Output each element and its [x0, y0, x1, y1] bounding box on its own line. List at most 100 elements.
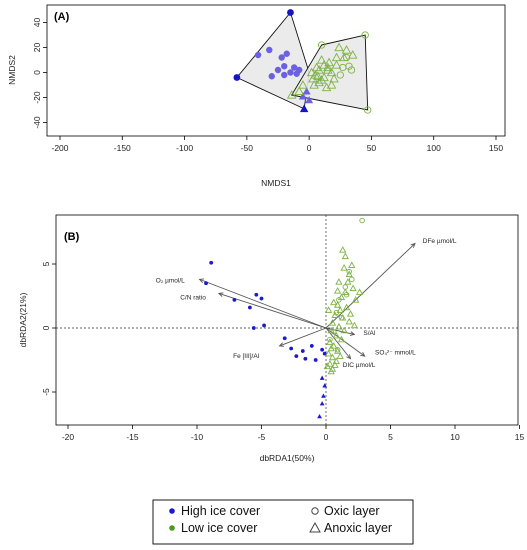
data-point	[332, 331, 340, 339]
data-point	[344, 278, 352, 285]
data-point	[336, 71, 344, 79]
x-tick-label: -20	[62, 432, 75, 442]
data-point	[331, 311, 339, 318]
data-point	[346, 268, 352, 275]
data-point	[330, 298, 338, 306]
vector-arrowhead	[217, 292, 224, 297]
panel-a-y-label: NMDS2	[7, 55, 17, 85]
data-point	[294, 86, 304, 95]
data-point	[321, 393, 326, 398]
vector-arrowhead	[278, 342, 285, 347]
x-tick-label: -5	[258, 432, 266, 442]
data-point	[287, 9, 294, 16]
panel-b: (B) DFe µmol/L O₂ µmol/L C/N ratio S/Al SO₄²…	[18, 214, 524, 463]
data-point	[326, 360, 334, 367]
panel-b-x-axis: -20 -15 -10 -5 0 5 10 15	[62, 425, 524, 442]
panel-b-points	[204, 217, 365, 419]
panel-b-label: (B)	[64, 231, 80, 243]
data-point	[290, 64, 298, 71]
data-point	[334, 42, 344, 52]
data-point	[327, 344, 335, 352]
vector-arrow	[199, 278, 327, 329]
data-point	[316, 55, 327, 64]
data-point	[348, 261, 356, 269]
data-point	[302, 87, 311, 95]
legend-marker	[311, 507, 319, 515]
data-point	[336, 306, 344, 313]
data-point	[332, 357, 340, 365]
panel-b-y-label: dbRDA2(21%)	[18, 292, 28, 347]
data-point	[300, 349, 305, 353]
x-tick-label: -150	[114, 143, 131, 153]
panel-a-y-axis: -40 -20 0 20 40	[32, 18, 47, 129]
data-point	[355, 288, 364, 295]
data-point	[322, 383, 328, 388]
data-point	[209, 260, 214, 265]
y-tick-label: 40	[32, 18, 42, 28]
data-point	[335, 278, 343, 285]
data-point	[247, 305, 252, 310]
vector-label: Fe [III]/Al	[233, 353, 260, 360]
data-point	[349, 276, 355, 283]
data-point	[341, 45, 352, 54]
vector-label: S/Al	[363, 330, 375, 337]
data-point	[352, 296, 360, 303]
data-point	[364, 106, 372, 114]
data-point	[331, 361, 339, 368]
data-point	[313, 358, 318, 362]
panel-a-frame	[46, 4, 506, 137]
data-point	[319, 375, 325, 380]
vector-arrow	[218, 293, 327, 329]
x-tick-label: 150	[489, 143, 503, 153]
data-point	[281, 71, 288, 79]
data-point	[349, 284, 357, 292]
data-point	[347, 50, 358, 59]
data-point	[266, 46, 273, 54]
data-point	[341, 288, 349, 295]
y-tick-label: -5	[41, 388, 51, 396]
panel-b-reference-lines	[56, 215, 518, 425]
panel-b-frame	[55, 214, 519, 426]
data-point	[323, 362, 331, 370]
data-point	[311, 62, 322, 72]
vector-arrow	[325, 243, 416, 329]
data-point	[339, 52, 349, 62]
data-point	[333, 287, 342, 294]
data-point	[319, 401, 325, 406]
data-point	[323, 65, 333, 74]
data-point	[327, 326, 335, 334]
vector-arrowhead	[346, 354, 352, 360]
data-point	[298, 80, 308, 89]
data-point	[282, 336, 287, 341]
data-point	[254, 292, 259, 297]
data-point	[268, 73, 275, 80]
data-point	[329, 73, 339, 83]
legend-marker	[169, 508, 175, 514]
data-point	[361, 31, 369, 39]
data-point	[283, 50, 290, 57]
vector-label: O₂ µmol/L	[156, 278, 185, 285]
data-point	[340, 326, 348, 334]
data-point	[313, 71, 323, 80]
data-point	[327, 336, 333, 343]
x-tick-label: 10	[450, 432, 460, 442]
data-point	[314, 77, 324, 87]
x-tick-label: 100	[427, 143, 441, 153]
data-point	[331, 60, 342, 69]
data-point	[294, 354, 299, 359]
panel-b-y-axis: -5 0 5	[41, 261, 56, 396]
data-point	[306, 67, 317, 77]
data-point	[337, 335, 346, 343]
legend: High ice cover Oxic layer Low ice cover Ano…	[152, 499, 414, 545]
x-tick-label: 0	[324, 432, 329, 442]
data-point	[281, 63, 288, 70]
vector-arrowhead	[198, 278, 205, 283]
data-point	[233, 74, 241, 81]
data-point	[333, 347, 342, 354]
data-point	[295, 66, 303, 74]
data-point	[278, 54, 285, 61]
data-point	[274, 66, 282, 74]
data-point	[322, 351, 327, 356]
legend-label: High ice cover	[181, 504, 260, 518]
